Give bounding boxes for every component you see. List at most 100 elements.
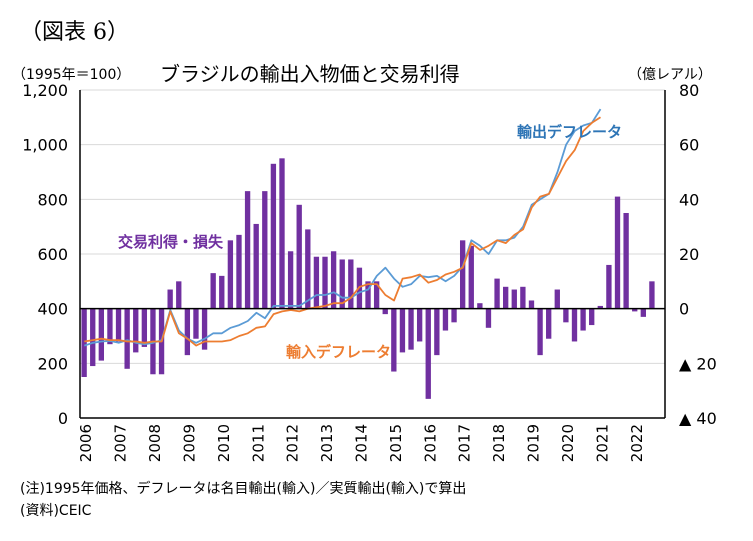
bar bbox=[528, 300, 535, 309]
bar bbox=[115, 308, 122, 342]
bar bbox=[253, 223, 259, 309]
bar bbox=[262, 191, 268, 309]
bar bbox=[468, 245, 474, 309]
bar bbox=[623, 213, 629, 309]
bar bbox=[244, 191, 251, 309]
bar bbox=[580, 308, 586, 331]
bar bbox=[176, 281, 182, 309]
right-tick-label: 40 bbox=[679, 190, 699, 209]
right-tick-label: 80 bbox=[679, 81, 699, 100]
bar bbox=[614, 196, 621, 309]
left-tick-label: 600 bbox=[37, 245, 68, 264]
left-tick-label: 400 bbox=[37, 300, 68, 319]
bar bbox=[416, 308, 423, 342]
x-tick-label: 2014 bbox=[353, 424, 371, 462]
series-annotation: 輸出デフレータ bbox=[517, 123, 622, 141]
series-line bbox=[84, 116, 601, 347]
bar bbox=[537, 308, 543, 356]
bar bbox=[141, 308, 148, 347]
bar bbox=[554, 289, 560, 309]
bar bbox=[227, 240, 234, 309]
bar bbox=[399, 308, 406, 353]
bar bbox=[632, 308, 638, 312]
bar bbox=[597, 305, 603, 309]
x-tick-label: 2011 bbox=[249, 424, 267, 462]
bar bbox=[382, 308, 388, 315]
bar bbox=[640, 308, 646, 317]
x-tick-label: 2008 bbox=[146, 424, 164, 462]
right-tick-label: 20 bbox=[679, 245, 699, 264]
bar bbox=[219, 275, 225, 309]
right-axis-unit: （億レアル） bbox=[628, 67, 712, 83]
bar bbox=[167, 289, 173, 309]
bar bbox=[520, 286, 526, 309]
bar bbox=[373, 281, 380, 309]
bar bbox=[81, 308, 87, 377]
bar bbox=[296, 204, 302, 309]
bar bbox=[313, 256, 320, 309]
x-tick-label: 2012 bbox=[284, 424, 302, 462]
bar bbox=[330, 251, 337, 309]
bar bbox=[606, 264, 612, 309]
bar bbox=[391, 308, 397, 372]
bar bbox=[184, 308, 191, 356]
x-tick-label: 2007 bbox=[112, 424, 130, 462]
bar bbox=[133, 308, 139, 353]
bar bbox=[503, 286, 509, 309]
x-tick-label: 2020 bbox=[559, 424, 577, 462]
bar bbox=[107, 308, 113, 345]
bar bbox=[305, 229, 311, 309]
left-tick-label: 1,000 bbox=[22, 136, 68, 155]
bar bbox=[365, 281, 371, 309]
right-tick-label: ▲ 20 bbox=[679, 354, 717, 373]
footnote: (注)1995年価格、デフレータは名目輸出(輸入)／実質輸出(輸入)で算出 bbox=[20, 481, 467, 497]
bar bbox=[511, 289, 517, 309]
bar bbox=[442, 308, 449, 331]
bar bbox=[434, 308, 440, 356]
left-tick-label: 0 bbox=[58, 409, 68, 428]
right-tick-label: 0 bbox=[679, 300, 689, 319]
x-tick-label: 2018 bbox=[490, 424, 508, 462]
x-tick-label: 2016 bbox=[421, 424, 439, 462]
bar bbox=[649, 281, 655, 309]
bar bbox=[494, 278, 500, 309]
x-tick-label: 2015 bbox=[387, 424, 405, 462]
bar bbox=[287, 251, 294, 309]
bar bbox=[210, 273, 216, 309]
series-annotation: 交易利得・損失 bbox=[118, 233, 224, 251]
bar bbox=[563, 308, 569, 323]
x-tick-label: 2019 bbox=[525, 424, 543, 462]
x-tick-label: 2022 bbox=[628, 424, 646, 462]
bar bbox=[270, 163, 277, 309]
chart-title: ブラジルの輸出入物価と交易利得 bbox=[160, 62, 460, 86]
bar bbox=[236, 234, 242, 309]
series-annotation: 輸入デフレータ bbox=[286, 343, 391, 361]
bar bbox=[451, 308, 457, 323]
bar bbox=[459, 240, 466, 309]
x-tick-label: 2017 bbox=[456, 424, 474, 462]
bar bbox=[201, 308, 208, 350]
right-tick-label: 60 bbox=[679, 136, 699, 155]
bar bbox=[477, 303, 483, 309]
x-tick-label: 2006 bbox=[77, 424, 95, 462]
left-axis-unit: （1995年＝100） bbox=[12, 67, 131, 83]
bar bbox=[322, 256, 328, 309]
x-tick-label: 2021 bbox=[593, 424, 611, 462]
left-tick-label: 800 bbox=[37, 190, 68, 209]
source-note: (資料)CEIC bbox=[20, 503, 92, 519]
x-tick-label: 2013 bbox=[318, 424, 336, 462]
bar bbox=[90, 308, 96, 367]
right-tick-label: ▲ 40 bbox=[679, 409, 717, 428]
left-tick-label: 200 bbox=[37, 354, 68, 373]
bar bbox=[425, 308, 431, 399]
figure-label: （図表 6） bbox=[20, 20, 129, 45]
bar bbox=[339, 259, 345, 309]
bar bbox=[193, 308, 199, 339]
bar bbox=[546, 308, 552, 339]
x-tick-label: 2009 bbox=[180, 424, 198, 462]
left-tick-label: 1,200 bbox=[22, 81, 68, 100]
series-line bbox=[84, 108, 602, 347]
bar bbox=[279, 158, 285, 309]
bar bbox=[408, 308, 414, 350]
